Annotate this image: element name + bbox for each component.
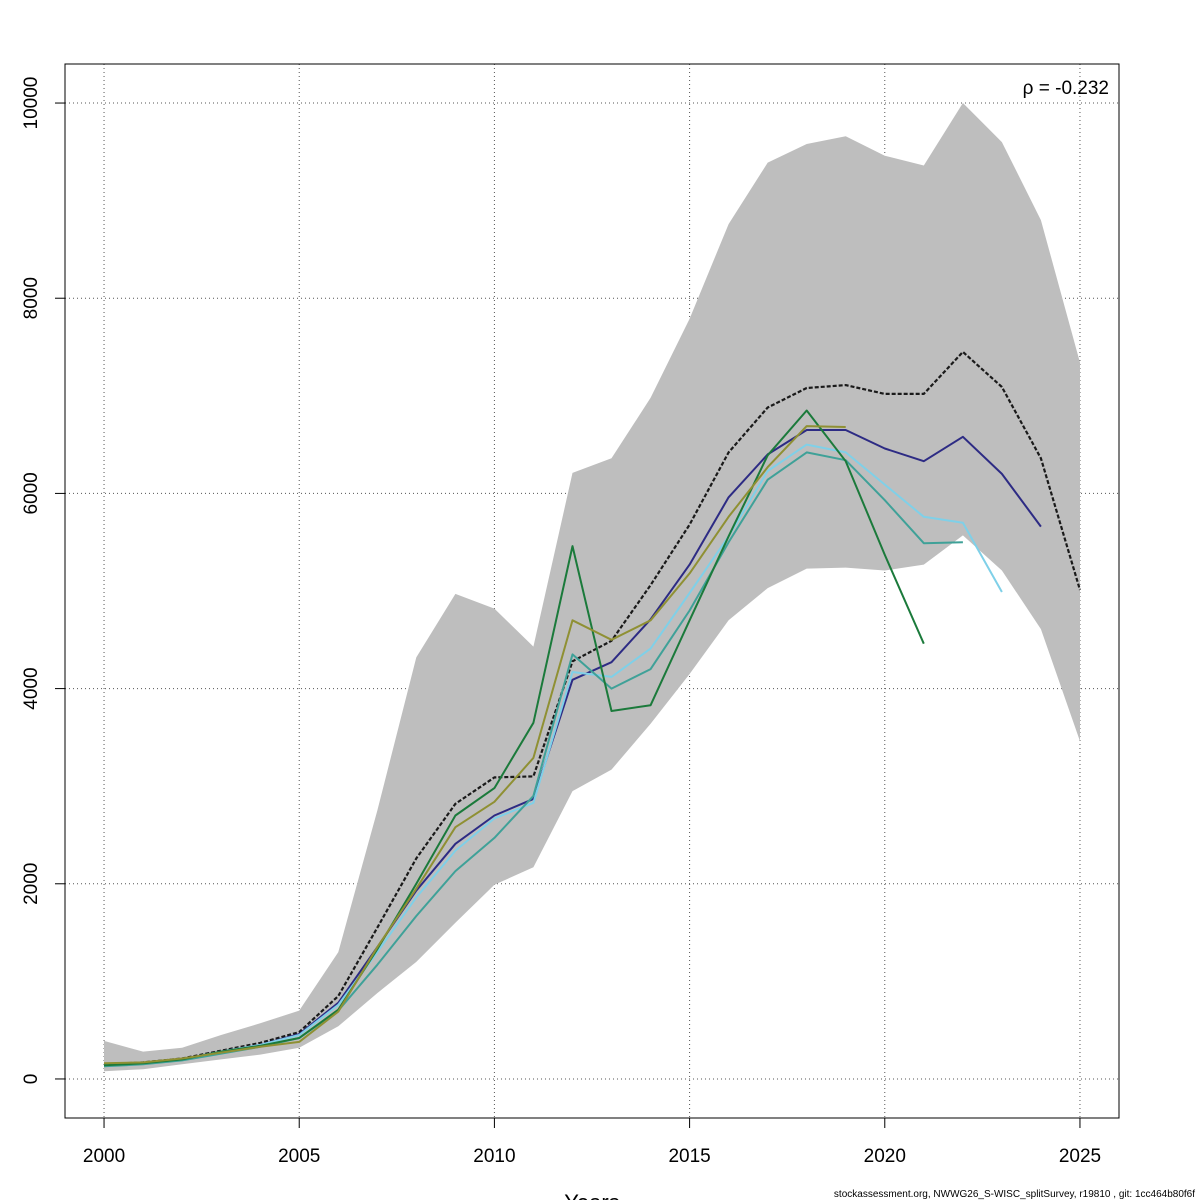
y-tick-label: 10000: [21, 77, 42, 130]
x-tick-label: 2025: [1059, 1146, 1101, 1167]
y-tick-label: 6000: [21, 472, 42, 514]
x-tick-label: 2020: [864, 1146, 906, 1167]
series-line-6: [103, 425, 846, 1065]
plot-frame: [64, 63, 1120, 1119]
series-line-1: [103, 350, 1082, 1066]
x-tick-label: 2005: [278, 1146, 320, 1167]
x-tick-label: 2000: [83, 1146, 125, 1167]
x-tick-label: 2010: [473, 1146, 515, 1167]
y-tick-label: 2000: [21, 863, 42, 905]
y-tick-label: 8000: [21, 277, 42, 319]
y-tick-label: 0: [21, 1074, 42, 1085]
axes: 2000 2005 2010 2015 2020 2025 0 2000 4000 6000 800…: [21, 77, 1101, 1167]
confidence-band-layer: [104, 103, 1080, 1072]
series-lines-layer: [103, 350, 1082, 1068]
confidence-band: [104, 103, 1080, 1072]
footer-credit: stockassessment.org, NWWG26_S-WISC_split…: [834, 1189, 1195, 1200]
rho-annotation: ρ = -0.232: [1023, 78, 1109, 99]
x-tick-label: 2015: [668, 1146, 710, 1167]
y-tick-label: 4000: [21, 667, 42, 709]
x-axis-title: Years: [564, 1190, 619, 1200]
